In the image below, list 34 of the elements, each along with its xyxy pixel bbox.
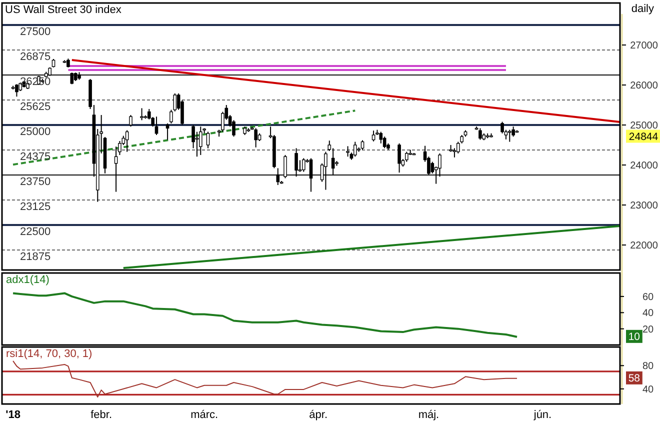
y-tick-label: 27500 [20,26,51,38]
y2-tick-label: 23000 [630,200,658,212]
line-series [12,360,518,398]
text: 24844 [628,130,658,143]
chart-title: adx1(14) [6,274,50,286]
y-tick-label: 80 [642,361,654,372]
y-tick-label: 40 [642,308,654,320]
y-tick-label: 60 [642,292,654,303]
x-tick-label: jún. [532,409,552,421]
x-tick-label: márc. [190,409,218,421]
y-tick-label: 24375 [20,151,51,163]
y-tick-label: 21875 [20,251,51,263]
text: 58 [628,372,640,385]
y2-tick-label: 27000 [630,40,658,52]
y-tick-label: 23750 [20,176,51,188]
chart-title: US Wall Street 30 index [5,4,122,16]
y-tick-label: 20 [642,324,654,336]
y-tick-label: 22500 [20,226,51,238]
chart-title: rsi1(14, 70, 30, 1) [6,348,92,360]
x-tick-label: '18 [6,409,20,421]
x-tick-label: febr. [90,409,112,421]
y-tick-label: 25625 [20,101,51,113]
y-tick-label: 26875 [20,51,51,63]
y-tick-label: 25000 [20,126,51,138]
text: 10 [628,331,640,344]
y2-tick-label: 26000 [630,80,658,92]
x-tick-label: máj. [418,409,440,421]
line-series [12,292,518,338]
text: daily [631,3,654,15]
x-tick-label: ápr. [309,409,328,421]
y-tick-label: 23125 [20,201,51,213]
y2-tick-label: 24000 [630,160,658,172]
y-tick-label: 40 [642,384,654,396]
y2-tick-label: 22000 [630,240,658,252]
